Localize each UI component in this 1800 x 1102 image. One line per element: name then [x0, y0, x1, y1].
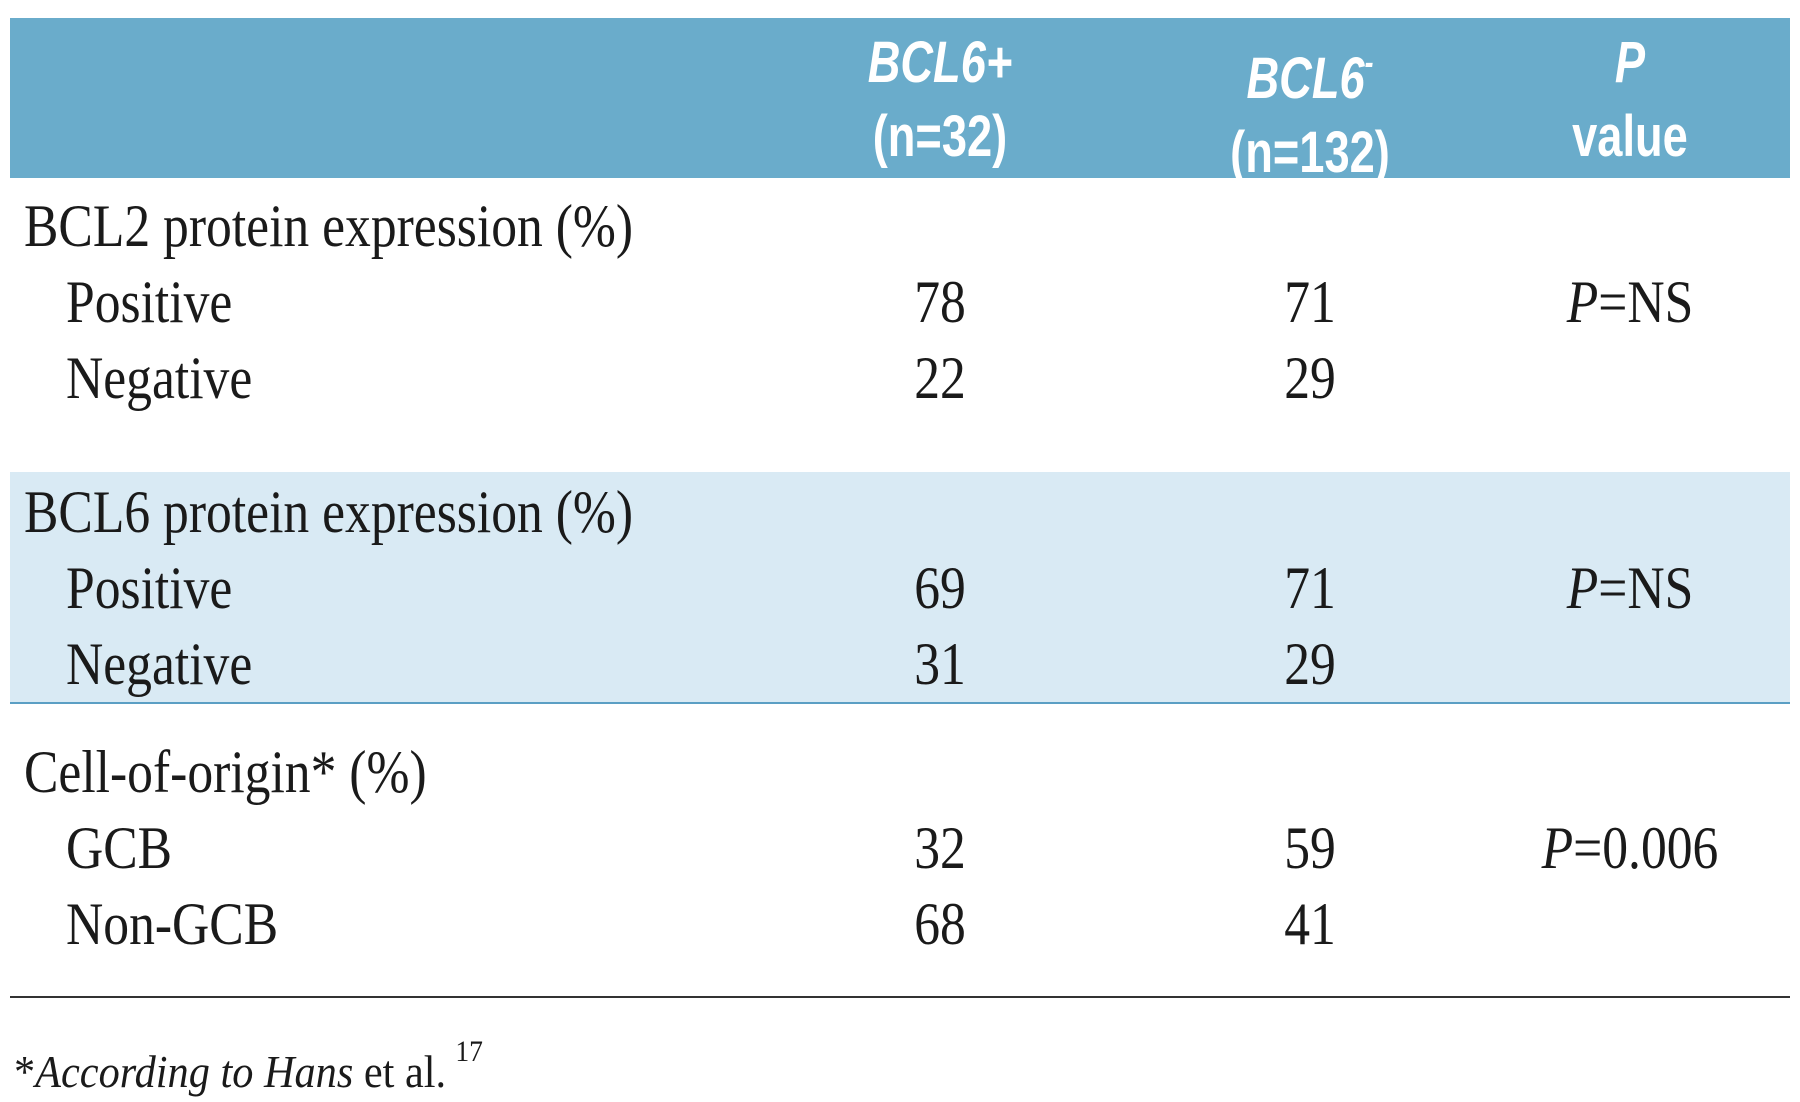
- footnote: *According to Hans et al. 17: [14, 1022, 483, 1102]
- row-label: Negative: [66, 631, 253, 697]
- section-cell-of-origin: Cell-of-origin* (%) GCB 32 59 P=0.006 No…: [10, 734, 1790, 962]
- header-p-sub: value: [1572, 104, 1688, 169]
- header-bcl6-positive: BCL6+ (n=32): [831, 26, 1049, 174]
- header-bcl6-positive-n: (n=32): [872, 104, 1008, 169]
- cell-bcl6-negative: 71: [1284, 555, 1336, 621]
- header-bcl6-negative-sup: -: [1364, 44, 1374, 82]
- footnote-rest: et al.: [353, 1046, 447, 1097]
- cell-bcl6-negative: 41: [1284, 891, 1336, 957]
- table-row: Negative 31 29: [10, 626, 1790, 702]
- cell-bcl6-negative: 29: [1284, 631, 1336, 697]
- p-rest: =NS: [1598, 555, 1694, 621]
- header-p-value: P value: [1521, 26, 1739, 174]
- section-title: BCL6 protein expression (%): [24, 479, 634, 545]
- cell-bcl6-negative: 59: [1284, 815, 1336, 881]
- row-label: Non-GCB: [66, 891, 279, 957]
- p-italic: P: [1566, 269, 1599, 335]
- cell-bcl6-positive: 31: [914, 631, 966, 697]
- cell-bcl6-positive: 69: [914, 555, 966, 621]
- table-row: Negative 22 29: [10, 340, 1790, 416]
- row-label: Positive: [66, 555, 233, 621]
- row-label: Negative: [66, 345, 253, 411]
- table-row: GCB 32 59 P=0.006: [10, 810, 1790, 886]
- cell-bcl6-positive: 22: [914, 345, 966, 411]
- table-row: Positive 69 71 P=NS: [10, 550, 1790, 626]
- footnote-reference: 17: [455, 1035, 483, 1068]
- cell-bcl6-negative: 71: [1284, 269, 1336, 335]
- section-title-row: BCL2 protein expression (%): [10, 188, 1790, 264]
- row-label: GCB: [66, 815, 173, 881]
- header-bcl6-negative-name: BCL6: [1246, 46, 1365, 111]
- cell-p-value: P=NS: [1492, 550, 1767, 626]
- header-bcl6-negative-title: BCL6-: [1201, 26, 1419, 116]
- cell-bcl6-negative: 29: [1284, 345, 1336, 411]
- header-p-name: P: [1614, 30, 1646, 95]
- section-bcl6: BCL6 protein expression (%) Positive 69 …: [10, 472, 1790, 704]
- table-header: BCL6+ (n=32) BCL6- (n=132) P value: [10, 18, 1790, 185]
- section-title: Cell-of-origin* (%): [24, 739, 427, 805]
- header-bcl6-positive-name: BCL6+: [867, 30, 1013, 95]
- p-rest: =NS: [1598, 269, 1694, 335]
- p-italic: P: [1566, 555, 1599, 621]
- row-label: Positive: [66, 269, 233, 335]
- cell-p-value: P=0.006: [1492, 810, 1767, 886]
- cell-bcl6-positive: 78: [914, 269, 966, 335]
- section-bcl2: BCL2 protein expression (%) Positive 78 …: [10, 188, 1790, 416]
- section-title-row: Cell-of-origin* (%): [10, 734, 1790, 810]
- table-row: Non-GCB 68 41: [10, 886, 1790, 962]
- cell-p-value: P=NS: [1492, 264, 1767, 340]
- header-bcl6-negative-n: (n=132): [1230, 120, 1390, 185]
- section-title: BCL2 protein expression (%): [24, 193, 634, 259]
- table-row: Positive 78 71 P=NS: [10, 264, 1790, 340]
- footnote-italic: According to Hans: [35, 1046, 354, 1097]
- section-title-row: BCL6 protein expression (%): [10, 474, 1790, 550]
- cell-bcl6-positive: 32: [914, 815, 966, 881]
- table-bottom-rule: [10, 996, 1790, 998]
- header-bcl6-negative: BCL6- (n=132): [1201, 26, 1419, 190]
- footnote-star: *: [14, 1046, 36, 1097]
- p-italic: P: [1541, 815, 1574, 881]
- p-rest: =0.006: [1573, 815, 1719, 881]
- cell-bcl6-positive: 68: [914, 891, 966, 957]
